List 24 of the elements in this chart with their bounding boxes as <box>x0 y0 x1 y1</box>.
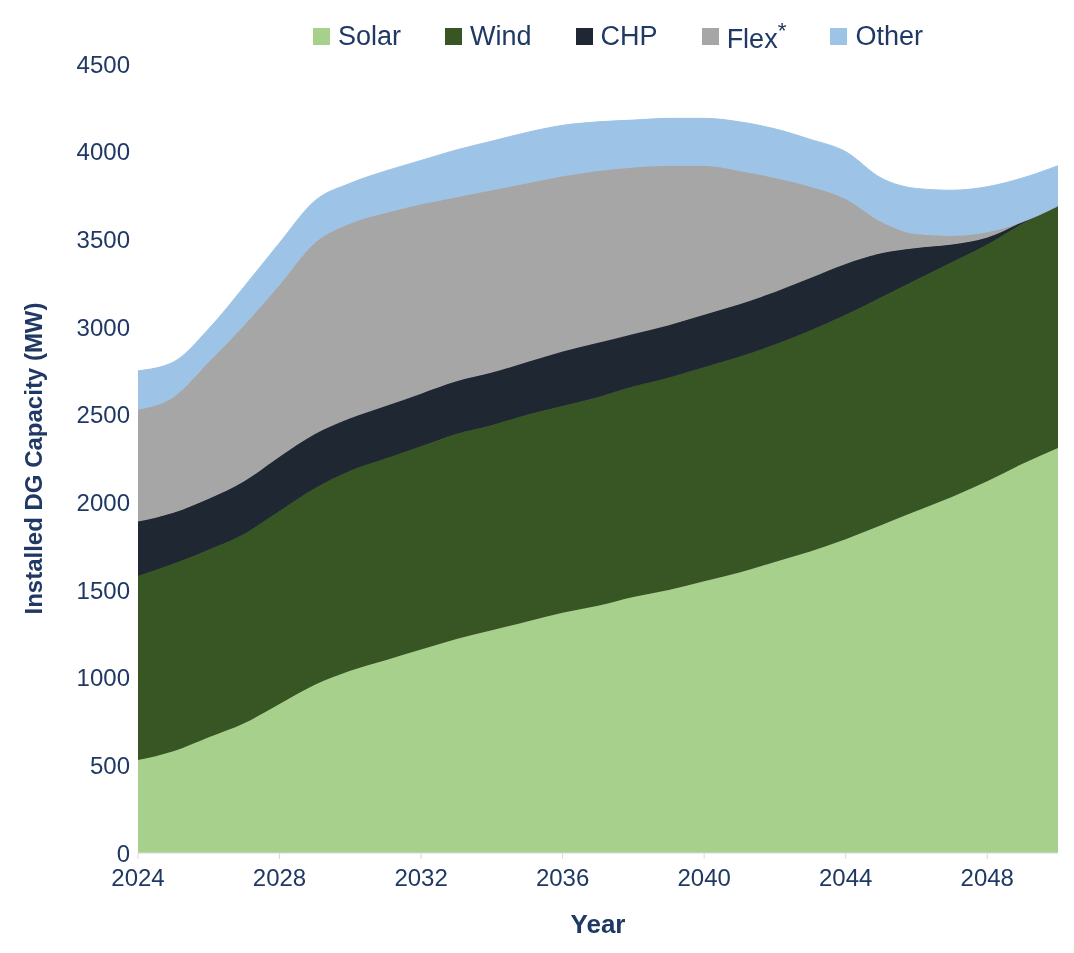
x-axis-title: Year <box>570 909 626 939</box>
y-axis-title: Installed DG Capacity (MW) <box>19 302 47 615</box>
y-tick-label: 1500 <box>76 576 130 604</box>
x-tick-label: 2024 <box>111 864 165 892</box>
y-tick-label: 2000 <box>76 488 130 516</box>
y-tick-label: 1000 <box>76 664 130 692</box>
y-tick-label: 3500 <box>76 225 130 253</box>
legend-label: Other <box>855 20 923 52</box>
legend-label: Solar <box>338 20 402 52</box>
y-tick-label: 4500 <box>76 50 130 78</box>
y-tick-label: 500 <box>89 751 130 779</box>
x-tick-label: 2028 <box>252 864 307 892</box>
y-tick-label: 0 <box>116 839 130 867</box>
legend-label: Wind <box>470 20 532 52</box>
y-tick-label: 4000 <box>76 138 130 166</box>
y-tick-label: 2500 <box>76 401 130 429</box>
x-tick-label: 2032 <box>394 864 448 892</box>
x-tick-label: 2036 <box>535 864 590 892</box>
legend-label: CHP <box>600 20 658 52</box>
x-tick-label: 2044 <box>819 864 873 892</box>
x-tick-label: 2040 <box>677 864 731 892</box>
y-tick-label: 3000 <box>76 313 130 341</box>
x-tick-label: 2048 <box>960 864 1014 892</box>
legend-label: Flex$^{*}$ <box>726 17 787 55</box>
